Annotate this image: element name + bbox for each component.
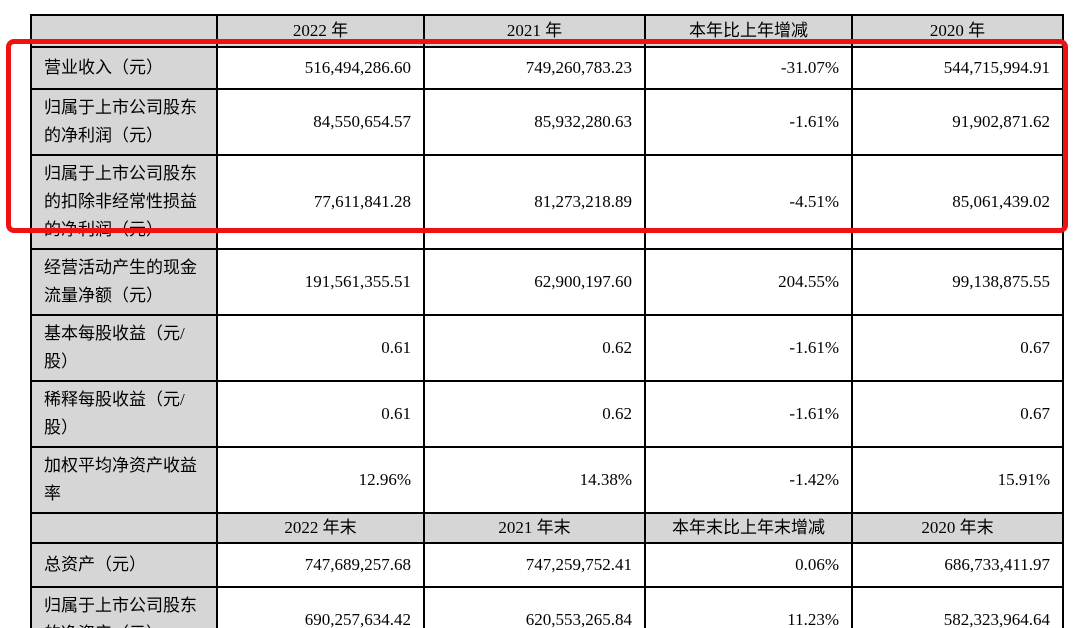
row-label: 加权平均净资产收益率 (30, 446, 218, 514)
table-row-net-profit: 归属于上市公司股东的净利润（元） 84,550,654.57 85,932,28… (30, 88, 1064, 156)
value-2021: 620,553,265.84 (423, 586, 646, 628)
row-label: 归属于上市公司股东的净利润（元） (30, 88, 218, 156)
value-change: -1.42% (644, 446, 853, 514)
value-2022: 191,561,355.51 (216, 248, 425, 316)
row-label: 归属于上市公司股东的扣除非经常性损益的净利润（元） (30, 154, 218, 250)
col-header-2020: 2020 年 (851, 14, 1064, 48)
value-2022: 12.96% (216, 446, 425, 514)
col-header-yoy-change: 本年比上年增减 (644, 14, 853, 48)
value-2021: 0.62 (423, 380, 646, 448)
value-2022: 516,494,286.60 (216, 46, 425, 90)
section1-header-row: 2022 年 2021 年 本年比上年增减 2020 年 (30, 14, 1064, 48)
value-change: -31.07% (644, 46, 853, 90)
row-label: 营业收入（元） (30, 46, 218, 90)
value-2020: 91,902,871.62 (851, 88, 1064, 156)
value-2022: 690,257,634.42 (216, 586, 425, 628)
financial-summary-table: 2022 年 2021 年 本年比上年增减 2020 年 营业收入（元） 516… (30, 14, 1064, 628)
row-label: 稀释每股收益（元/股） (30, 380, 218, 448)
col-header-2022-end: 2022 年末 (216, 512, 425, 544)
value-2022: 0.61 (216, 314, 425, 382)
value-2021: 14.38% (423, 446, 646, 514)
table-row-net-profit-excl-nonrecurring: 归属于上市公司股东的扣除非经常性损益的净利润（元） 77,611,841.28 … (30, 154, 1064, 250)
value-2020: 85,061,439.02 (851, 154, 1064, 250)
value-2021: 62,900,197.60 (423, 248, 646, 316)
table-row-operating-revenue: 营业收入（元） 516,494,286.60 749,260,783.23 -3… (30, 46, 1064, 90)
col-header-yoy-end-change: 本年末比上年末增减 (644, 512, 853, 544)
table-row-net-assets: 归属于上市公司股东的净资产（元） 690,257,634.42 620,553,… (30, 586, 1064, 628)
value-2020: 582,323,964.64 (851, 586, 1064, 628)
row-label: 基本每股收益（元/股） (30, 314, 218, 382)
value-2020: 0.67 (851, 314, 1064, 382)
value-2020: 15.91% (851, 446, 1064, 514)
value-2020: 99,138,875.55 (851, 248, 1064, 316)
value-2021: 747,259,752.41 (423, 542, 646, 588)
table-row-diluted-eps: 稀释每股收益（元/股） 0.61 0.62 -1.61% 0.67 (30, 380, 1064, 448)
value-2021: 81,273,218.89 (423, 154, 646, 250)
value-2020: 0.67 (851, 380, 1064, 448)
value-2021: 749,260,783.23 (423, 46, 646, 90)
col-header-2021: 2021 年 (423, 14, 646, 48)
value-change: -1.61% (644, 380, 853, 448)
table-row-weighted-avg-roe: 加权平均净资产收益率 12.96% 14.38% -1.42% 15.91% (30, 446, 1064, 514)
value-change: -1.61% (644, 314, 853, 382)
corner-cell (30, 14, 218, 48)
value-change: 11.23% (644, 586, 853, 628)
value-2022: 77,611,841.28 (216, 154, 425, 250)
row-label: 总资产（元） (30, 542, 218, 588)
value-2020: 686,733,411.97 (851, 542, 1064, 588)
value-change: 204.55% (644, 248, 853, 316)
value-2022: 84,550,654.57 (216, 88, 425, 156)
table-row-total-assets: 总资产（元） 747,689,257.68 747,259,752.41 0.0… (30, 542, 1064, 588)
corner-cell (30, 512, 218, 544)
table-row-operating-cash-flow: 经营活动产生的现金流量净额（元） 191,561,355.51 62,900,1… (30, 248, 1064, 316)
col-header-2021-end: 2021 年末 (423, 512, 646, 544)
value-2021: 0.62 (423, 314, 646, 382)
value-2022: 0.61 (216, 380, 425, 448)
value-change: 0.06% (644, 542, 853, 588)
value-2022: 747,689,257.68 (216, 542, 425, 588)
row-label: 归属于上市公司股东的净资产（元） (30, 586, 218, 628)
section2-header-row: 2022 年末 2021 年末 本年末比上年末增减 2020 年末 (30, 512, 1064, 544)
value-change: -4.51% (644, 154, 853, 250)
col-header-2020-end: 2020 年末 (851, 512, 1064, 544)
value-2021: 85,932,280.63 (423, 88, 646, 156)
value-2020: 544,715,994.91 (851, 46, 1064, 90)
col-header-2022: 2022 年 (216, 14, 425, 48)
row-label: 经营活动产生的现金流量净额（元） (30, 248, 218, 316)
value-change: -1.61% (644, 88, 853, 156)
table-row-basic-eps: 基本每股收益（元/股） 0.61 0.62 -1.61% 0.67 (30, 314, 1064, 382)
